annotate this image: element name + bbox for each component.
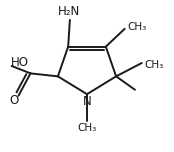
Text: CH₃: CH₃ (77, 123, 97, 133)
Text: H₂N: H₂N (58, 5, 80, 18)
Text: CH₃: CH₃ (127, 22, 147, 32)
Text: HO: HO (11, 57, 29, 69)
Text: N: N (83, 95, 91, 108)
Text: O: O (10, 94, 19, 107)
Text: CH₃: CH₃ (144, 60, 164, 70)
